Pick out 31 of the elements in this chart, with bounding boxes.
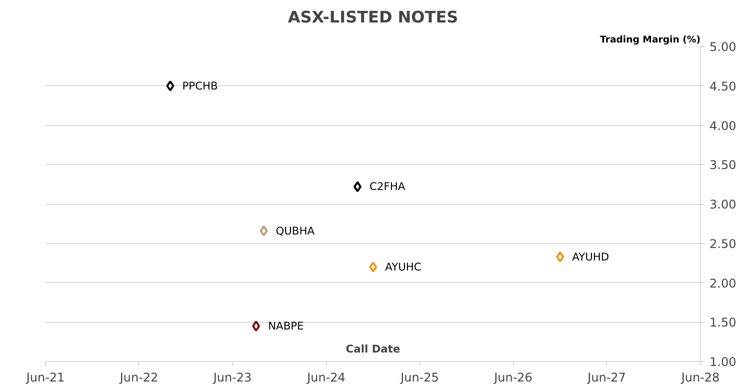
y-tick-label: 3.50 bbox=[710, 158, 736, 172]
point bbox=[260, 225, 268, 236]
x-tick-label: Jun-23 bbox=[212, 370, 252, 384]
series-label: NABPE bbox=[268, 320, 304, 333]
x-tick-label: Jun-25 bbox=[400, 370, 439, 384]
x-tick-label: Jun-22 bbox=[118, 370, 158, 384]
y-tick-label: 5.00 bbox=[710, 40, 736, 54]
y-tick-label: 3.00 bbox=[710, 198, 736, 212]
series-label: PPCHB bbox=[182, 79, 218, 92]
y-tick-label: 1.50 bbox=[710, 316, 736, 330]
y-axis-title: Trading Margin (%) bbox=[600, 34, 701, 46]
x-axis-title: Call Date bbox=[346, 342, 400, 356]
series-label: QUBHA bbox=[276, 224, 316, 238]
x-tick-label: Jun-21 bbox=[25, 370, 65, 384]
point bbox=[166, 80, 174, 92]
x-tick-label: Jun-28 bbox=[680, 370, 720, 384]
x-tick-label: Jun-27 bbox=[586, 370, 626, 384]
y-tick-label: 2.00 bbox=[710, 276, 736, 290]
series-label: C2FHA bbox=[370, 180, 406, 194]
point bbox=[556, 251, 564, 262]
x-tick-label: Jun-24 bbox=[306, 370, 346, 384]
point bbox=[252, 320, 260, 332]
point bbox=[369, 262, 378, 272]
x-tick-label: Jun-26 bbox=[493, 370, 532, 384]
series-label: AYUHD bbox=[572, 250, 610, 264]
y-tick-label: 2.50 bbox=[710, 236, 736, 251]
chart-title: ASX-LISTED NOTES bbox=[288, 8, 458, 26]
series-label: AYUHC bbox=[385, 260, 422, 274]
y-tick-label: 1.00 bbox=[710, 355, 736, 369]
y-tick-label: 4.50 bbox=[710, 79, 736, 94]
y-tick-label: 4.00 bbox=[710, 118, 736, 133]
